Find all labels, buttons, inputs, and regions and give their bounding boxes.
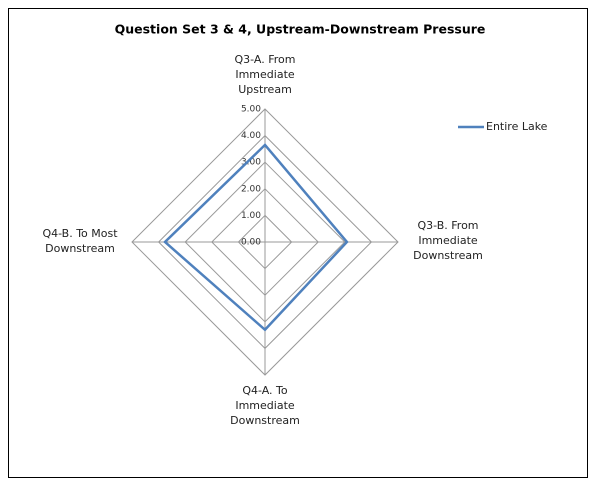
r-tick-label: 4.00 xyxy=(241,131,261,141)
legend-label: Entire Lake xyxy=(486,120,548,133)
chart-title: Question Set 3 & 4, Upstream-Downstream … xyxy=(115,22,486,37)
r-tick-label: 5.00 xyxy=(241,105,261,115)
category-label: Q3-B. From Immediate Downstream xyxy=(413,219,483,262)
grid-ring xyxy=(184,161,346,323)
category-label: Q4-A. To Immediate Downstream xyxy=(230,384,300,427)
category-label: Q3-A. From Immediate Upstream xyxy=(234,53,296,96)
r-tick-label: 3.00 xyxy=(241,158,261,168)
grid-ring xyxy=(131,108,399,376)
series-line xyxy=(163,143,349,332)
grid-ring xyxy=(211,188,319,296)
grid-ring xyxy=(157,134,373,350)
r-tick-label: 0.00 xyxy=(241,238,261,248)
grid-ring xyxy=(237,214,293,270)
r-tick-label: 1.00 xyxy=(241,211,261,221)
category-label: Q4-B. To Most Downstream xyxy=(42,227,118,255)
chart-frame xyxy=(8,8,588,478)
r-tick-label: 2.00 xyxy=(241,184,261,194)
